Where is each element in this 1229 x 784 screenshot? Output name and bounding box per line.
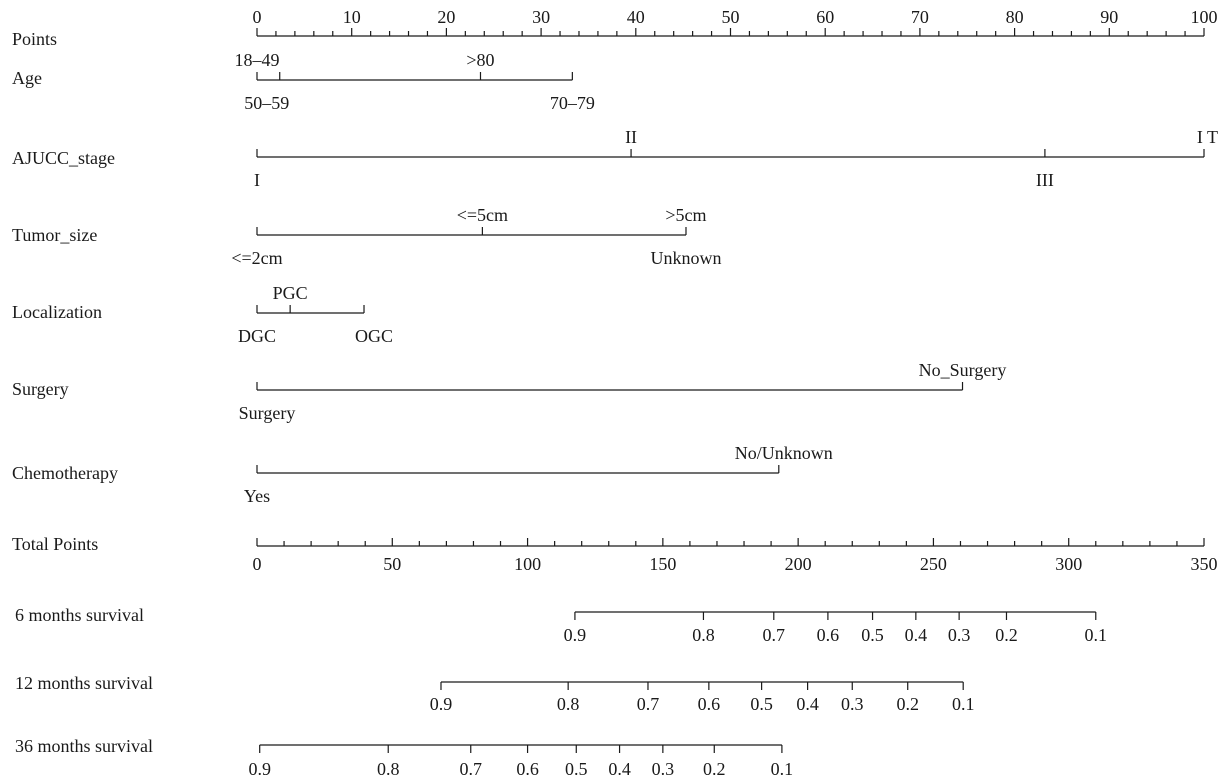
points-tick-label: 10 xyxy=(343,7,361,27)
ajucc-stage-level-label: I T xyxy=(1197,127,1218,147)
total-points-tick-label: 150 xyxy=(649,554,676,574)
6-months-survival-tick-label: 0.6 xyxy=(817,625,840,645)
12-months-survival-tick-label: 0.5 xyxy=(750,694,773,714)
age-level-label: 70–79 xyxy=(550,93,595,113)
age-level-label: 50–59 xyxy=(244,93,289,113)
points-tick-label: 50 xyxy=(722,7,740,27)
ajucc-stage-level-label: II xyxy=(625,127,637,147)
6-months-survival-tick-label: 0.1 xyxy=(1085,625,1108,645)
36-months-survival-tick-label: 0.8 xyxy=(377,759,400,779)
12-months-survival-tick-label: 0.8 xyxy=(557,694,580,714)
6-months-survival-label: 6 months survival xyxy=(15,605,144,625)
36-months-survival-tick-label: 0.9 xyxy=(248,759,271,779)
36-months-survival-tick-label: 0.2 xyxy=(703,759,726,779)
points-tick-label: 30 xyxy=(532,7,550,27)
12-months-survival-tick-label: 0.9 xyxy=(430,694,453,714)
12-months-survival-tick-label: 0.3 xyxy=(841,694,864,714)
12-months-survival-label: 12 months survival xyxy=(15,673,153,693)
chemotherapy-level-label: Yes xyxy=(244,486,270,506)
ajucc-stage-label: AJUCC_stage xyxy=(12,148,115,168)
6-months-survival-tick-label: 0.3 xyxy=(948,625,971,645)
localization-level-label: DGC xyxy=(238,326,276,346)
localization-label: Localization xyxy=(12,302,102,322)
points-tick-label: 80 xyxy=(1006,7,1024,27)
6-months-survival-tick-label: 0.5 xyxy=(861,625,884,645)
6-months-survival-tick-label: 0.8 xyxy=(692,625,715,645)
points-tick-label: 20 xyxy=(437,7,455,27)
36-months-survival-tick-label: 0.4 xyxy=(608,759,631,779)
12-months-survival-tick-label: 0.6 xyxy=(698,694,721,714)
chemotherapy-level-label: No/Unknown xyxy=(735,443,833,463)
surgery-level-label: Surgery xyxy=(239,403,296,423)
12-months-survival-tick-label: 0.7 xyxy=(637,694,660,714)
tumor-size-level-label: Unknown xyxy=(650,248,721,268)
points-tick-label: 70 xyxy=(911,7,929,27)
points-tick-label: 60 xyxy=(816,7,834,27)
total-points-tick-label: 300 xyxy=(1055,554,1082,574)
12-months-survival-tick-label: 0.2 xyxy=(896,694,919,714)
age-level-label: >80 xyxy=(466,50,494,70)
points-tick-label: 90 xyxy=(1100,7,1118,27)
36-months-survival-tick-label: 0.7 xyxy=(460,759,483,779)
total-points-tick-label: 100 xyxy=(514,554,541,574)
12-months-survival-tick-label: 0.4 xyxy=(796,694,819,714)
tumor-size-level-label: >5cm xyxy=(665,205,706,225)
6-months-survival-tick-label: 0.7 xyxy=(763,625,786,645)
6-months-survival-tick-label: 0.9 xyxy=(564,625,587,645)
total-points-tick-label: 50 xyxy=(383,554,401,574)
36-months-survival-label: 36 months survival xyxy=(15,736,153,756)
surgery-label: Surgery xyxy=(12,379,69,399)
12-months-survival-tick-label: 0.1 xyxy=(952,694,975,714)
surgery-level-label: No_Surgery xyxy=(919,360,1007,380)
total-points-tick-label: 250 xyxy=(920,554,947,574)
ajucc-stage-level-label: III xyxy=(1036,170,1054,190)
age-label: Age xyxy=(12,68,42,88)
age-level-label: 18–49 xyxy=(235,50,280,70)
total-points-tick-label: 200 xyxy=(785,554,812,574)
total-points-label: Total Points xyxy=(12,534,98,554)
36-months-survival-tick-label: 0.6 xyxy=(516,759,539,779)
tumor-size-level-label: <=5cm xyxy=(457,205,508,225)
6-months-survival-tick-label: 0.4 xyxy=(905,625,928,645)
6-months-survival-tick-label: 0.2 xyxy=(995,625,1018,645)
ajucc-stage-level-label: I xyxy=(254,170,260,190)
chemotherapy-label: Chemotherapy xyxy=(12,463,118,483)
localization-level-label: OGC xyxy=(355,326,393,346)
points-label: Points xyxy=(12,29,57,49)
total-points-tick-label: 0 xyxy=(253,554,262,574)
points-tick-label: 100 xyxy=(1191,7,1218,27)
points-tick-label: 40 xyxy=(627,7,645,27)
tumor-size-level-label: <=2cm xyxy=(231,248,282,268)
36-months-survival-tick-label: 0.5 xyxy=(565,759,588,779)
36-months-survival-tick-label: 0.1 xyxy=(771,759,794,779)
total-points-tick-label: 350 xyxy=(1191,554,1218,574)
tumor-size-label: Tumor_size xyxy=(12,225,97,245)
localization-level-label: PGC xyxy=(273,283,308,303)
36-months-survival-tick-label: 0.3 xyxy=(652,759,675,779)
points-tick-label: 0 xyxy=(253,7,262,27)
